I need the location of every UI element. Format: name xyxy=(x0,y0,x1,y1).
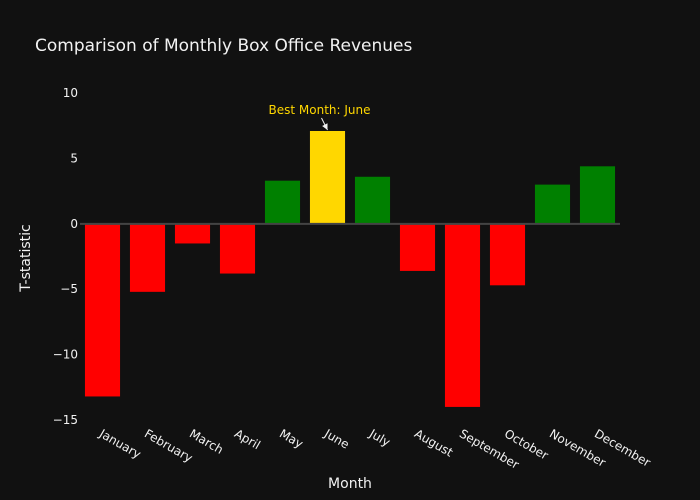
y-tick-labels: 10 5 0 −5 −10 −15 xyxy=(53,86,78,427)
y-tick-label: 0 xyxy=(70,217,78,231)
bar-january xyxy=(84,223,121,397)
y-tick-label: −10 xyxy=(53,348,78,362)
y-tick-label: −15 xyxy=(53,413,78,427)
bar-october xyxy=(489,223,526,286)
bar-november xyxy=(534,184,571,224)
annotation-label: Best Month: June xyxy=(269,103,371,117)
x-axis-label: Month xyxy=(328,476,372,492)
annotation: Best Month: June xyxy=(269,103,371,131)
bars xyxy=(84,131,616,407)
y-axis-label: T-statistic xyxy=(18,224,34,292)
bar-august xyxy=(399,223,436,271)
bar-may xyxy=(264,180,301,224)
bar-december xyxy=(579,166,616,224)
bar-june xyxy=(309,131,346,224)
bar-march xyxy=(174,223,211,244)
annotation-arrowhead xyxy=(322,123,328,130)
chart-title: Comparison of Monthly Box Office Revenue… xyxy=(35,36,413,56)
y-tick-label: 5 xyxy=(70,151,78,165)
bar-september xyxy=(444,223,481,407)
bar-july xyxy=(354,176,391,224)
bar-april xyxy=(219,223,256,274)
y-tick-label: 10 xyxy=(63,86,78,100)
bar-february xyxy=(129,223,166,292)
y-tick-label: −5 xyxy=(60,282,78,296)
